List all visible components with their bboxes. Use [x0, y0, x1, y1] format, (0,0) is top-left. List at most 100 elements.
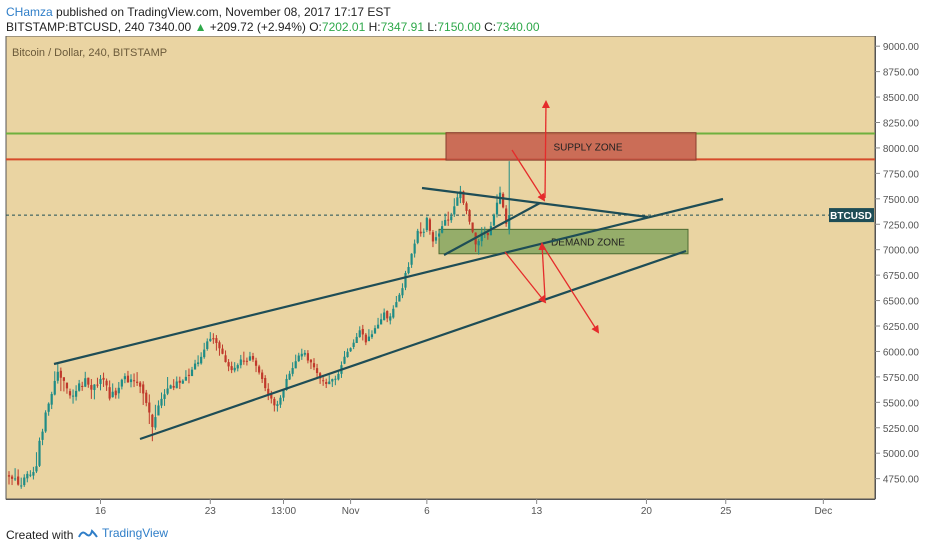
candle — [50, 391, 53, 410]
candle — [480, 227, 483, 247]
candle — [163, 389, 166, 406]
candle-body — [56, 371, 59, 381]
candle — [99, 374, 102, 391]
candle — [349, 347, 352, 352]
candle-body — [389, 316, 392, 321]
close-value: 7340.00 — [496, 20, 540, 34]
candle — [306, 350, 309, 364]
candle — [169, 384, 172, 389]
candle — [422, 228, 425, 238]
chart-area[interactable]: Bitcoin / Dollar, 240, BITSTAMP 8142.417… — [0, 35, 932, 520]
candle — [300, 348, 303, 360]
price-tick-label: 6000.00 — [883, 347, 920, 358]
candle — [32, 466, 35, 480]
candle — [126, 370, 130, 383]
candle — [242, 351, 245, 365]
projection-arrow — [504, 251, 547, 304]
candle — [312, 358, 316, 371]
candle-body — [29, 474, 32, 476]
candle-body — [303, 352, 306, 355]
price-tick-label: 6750.00 — [883, 271, 920, 282]
open-label: O: — [309, 20, 322, 34]
candle-body — [50, 393, 53, 405]
candle — [267, 383, 270, 401]
candle-body — [508, 215, 511, 230]
candle — [105, 378, 108, 391]
candle-body — [437, 233, 441, 237]
candle-body — [236, 365, 239, 369]
supply-zone-label: SUPPLY ZONE — [553, 142, 622, 153]
candle-body — [395, 302, 398, 308]
candle — [154, 404, 157, 430]
candle-body — [258, 366, 261, 373]
candle-body — [7, 475, 11, 477]
candle-body — [90, 385, 93, 390]
price-tick-label: 6500.00 — [883, 297, 920, 308]
candle — [23, 474, 26, 487]
candle-body — [285, 378, 288, 391]
candle-body — [410, 253, 413, 265]
candle — [142, 381, 145, 405]
candle-body — [184, 376, 187, 381]
candle — [328, 375, 331, 385]
candle-body — [111, 391, 114, 398]
candle — [276, 400, 279, 412]
candle — [456, 191, 459, 206]
candle-body — [78, 383, 81, 391]
candle — [398, 292, 401, 302]
time-tick-label: Nov — [342, 506, 360, 517]
candle — [254, 357, 258, 373]
candle-body — [343, 356, 346, 364]
candle-body — [300, 353, 303, 357]
candle-body — [431, 232, 435, 242]
price-tick-label: 5750.00 — [883, 373, 920, 384]
candle — [212, 333, 215, 344]
author-link[interactable]: CHamza — [6, 5, 53, 19]
projection-arrow — [538, 242, 547, 299]
candle — [389, 313, 392, 325]
candle — [145, 389, 148, 407]
candle-body — [376, 324, 380, 329]
candle-body — [480, 232, 483, 242]
candle-body — [398, 294, 401, 302]
candle-body — [169, 385, 172, 389]
candle-body — [44, 412, 47, 432]
time-axis-background — [0, 500, 932, 520]
candle — [502, 192, 505, 209]
tradingview-brand[interactable]: TradingView — [78, 526, 168, 540]
candle — [282, 388, 285, 402]
candle-body — [32, 472, 35, 476]
candle — [209, 332, 212, 342]
candle-body — [17, 476, 20, 485]
candle — [26, 471, 29, 483]
candle — [233, 362, 236, 373]
low-value: 7150.00 — [437, 20, 481, 34]
candle-body — [175, 381, 178, 389]
candle-body — [264, 378, 267, 389]
candle-body — [14, 478, 17, 480]
price-tick-label: 5500.00 — [883, 398, 920, 409]
price-chart[interactable]: Bitcoin / Dollar, 240, BITSTAMP 8142.417… — [0, 35, 932, 520]
candle — [410, 253, 413, 268]
candle — [29, 470, 32, 478]
candle-body — [441, 226, 444, 233]
candle-body — [233, 367, 236, 371]
candle — [102, 372, 105, 387]
candle-body — [502, 193, 505, 208]
publication-header: CHamza published on TradingView.com, Nov… — [0, 0, 932, 36]
candle — [428, 217, 431, 235]
price-tick-label: 9000.00 — [883, 42, 920, 53]
candle — [132, 373, 136, 388]
candle — [35, 452, 38, 474]
candle-body — [459, 191, 462, 199]
candle-body — [105, 380, 108, 386]
candle — [459, 185, 462, 204]
candle-body — [251, 356, 255, 360]
candle-body — [328, 381, 331, 385]
candle — [175, 376, 178, 389]
price-tick-label: 6250.00 — [883, 322, 920, 333]
candle-body — [416, 230, 419, 243]
time-tick-label: Dec — [814, 506, 832, 517]
candle-body — [47, 403, 50, 412]
candle-body — [218, 342, 221, 349]
